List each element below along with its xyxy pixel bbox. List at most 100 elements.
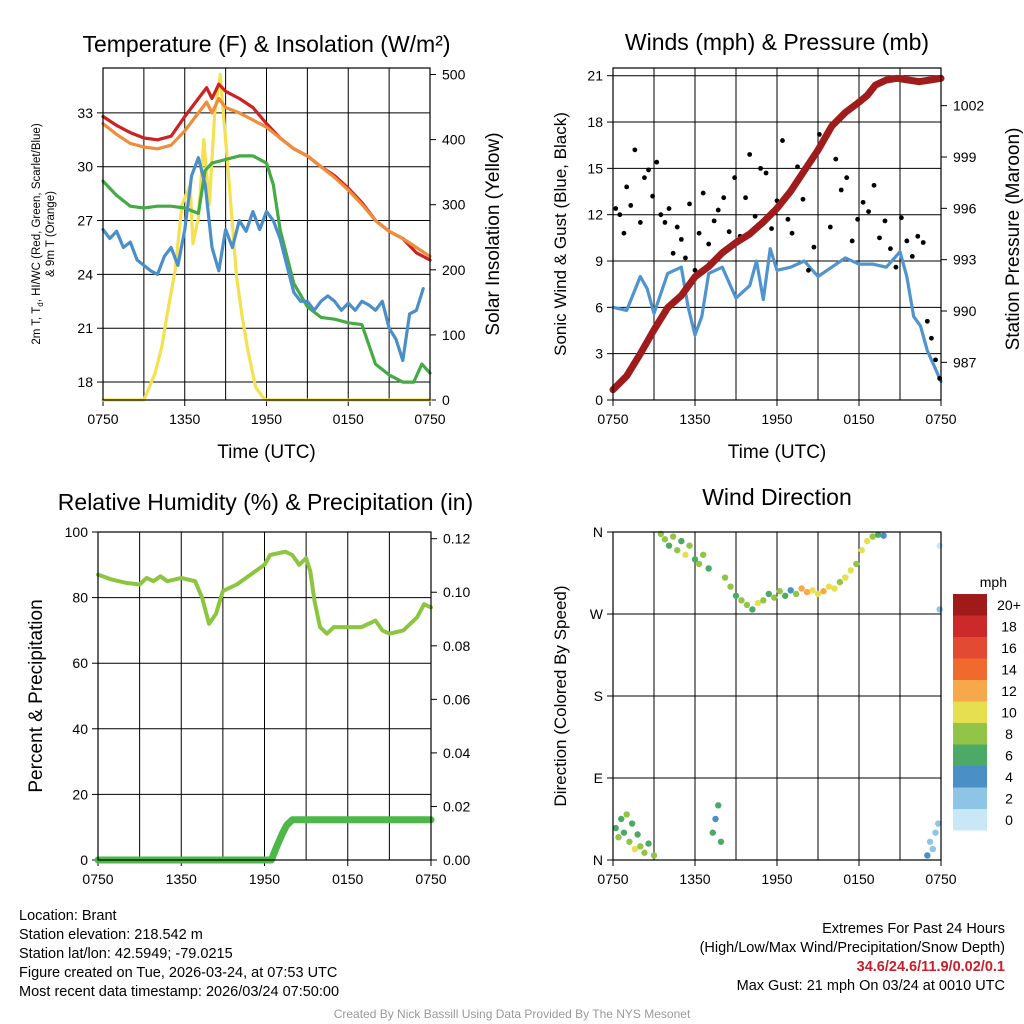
direction-point bbox=[645, 840, 652, 847]
winds-point-gust bbox=[732, 175, 738, 181]
direction-y-tick-label: E bbox=[594, 770, 603, 786]
direction-point bbox=[650, 852, 658, 859]
winds-point-gust bbox=[806, 267, 811, 273]
direction-point bbox=[717, 838, 725, 845]
temperature-y-axis-label: 2m T, Td, HI/WC (Red, Green, Scarlet/Blu… bbox=[31, 123, 45, 344]
winds-y-tick-label: 3 bbox=[595, 346, 603, 362]
winds-y2-tick-label: 999 bbox=[953, 149, 977, 165]
winds-x-tick-label: 0750 bbox=[925, 411, 956, 427]
winds-point-gust bbox=[800, 196, 806, 202]
direction-point bbox=[715, 802, 722, 809]
direction-point bbox=[932, 829, 939, 836]
direction-point bbox=[926, 838, 934, 845]
winds-point-gust bbox=[726, 229, 732, 235]
wind-y-axis-label: Sonic Wind & Gust (Blue, Black) bbox=[551, 112, 570, 356]
winds-series-sonic-wind bbox=[611, 247, 943, 384]
humidity-y2-tick-label: 0.00 bbox=[443, 852, 470, 868]
legend-swatch bbox=[953, 680, 987, 702]
winds-point-gust bbox=[833, 156, 839, 162]
temperature-y-tick-label: 21 bbox=[77, 320, 93, 336]
direction-point bbox=[803, 588, 811, 596]
direction-point bbox=[678, 537, 685, 545]
temperature-y2-tick-label: 200 bbox=[442, 262, 466, 278]
winds-point-gust bbox=[816, 132, 822, 137]
winds-point-gust bbox=[642, 175, 647, 181]
winds-y-tick-label: 18 bbox=[587, 114, 603, 130]
humidity-y-tick-label: 100 bbox=[65, 524, 89, 540]
winds-point-gust bbox=[624, 184, 630, 190]
direction-point bbox=[787, 587, 794, 594]
winds-x-tick-label: 0150 bbox=[843, 411, 874, 427]
temperature-title: Temperature (F) & Insolation (W/m²) bbox=[82, 31, 450, 57]
figure-created: Figure created on Tue, 2026-03-24, at 07… bbox=[19, 965, 338, 981]
legend-label: 0 bbox=[1005, 812, 1013, 828]
direction-x-tick-label: 0750 bbox=[925, 871, 956, 887]
temperature-frame bbox=[102, 67, 431, 401]
winds-y-tick-label: 6 bbox=[595, 299, 603, 315]
temperature-y-tick-label: 30 bbox=[77, 159, 93, 175]
direction-point bbox=[749, 606, 756, 613]
humidity-x-tick-label: 1950 bbox=[249, 871, 280, 887]
direction-point bbox=[618, 815, 625, 823]
direction-point bbox=[874, 531, 882, 538]
legend-swatch bbox=[953, 701, 987, 723]
temperature-series-2m-td bbox=[101, 154, 432, 384]
station-info: Location: Brant Station elevation: 218.5… bbox=[19, 907, 339, 1002]
winds-point-gust bbox=[827, 224, 833, 230]
legend-label: 8 bbox=[1005, 726, 1013, 742]
winds-x-tick-label: 0750 bbox=[597, 411, 628, 427]
direction-point bbox=[691, 556, 699, 563]
direction-point bbox=[665, 542, 673, 549]
winds-point-gust bbox=[758, 165, 763, 171]
temperature-x-tick-label: 0750 bbox=[87, 411, 118, 427]
legend-title: mph bbox=[980, 574, 1007, 590]
temperature-y2-tick-label: 500 bbox=[442, 67, 466, 83]
direction-x-tick-label: 0750 bbox=[597, 871, 628, 887]
humidity-y2-tick-label: 0.10 bbox=[443, 584, 470, 600]
humidity-y2-tick-label: 0.04 bbox=[443, 745, 470, 761]
winds-point-gust bbox=[860, 199, 866, 205]
legend-swatch bbox=[953, 766, 987, 788]
direction-point bbox=[712, 815, 719, 823]
credit-line: Created By Nick Bassill Using Data Provi… bbox=[333, 1007, 691, 1021]
winds-y2-tick-label: 1002 bbox=[953, 98, 984, 114]
direction-y-axis-label: Direction (Colored By Speed) bbox=[551, 585, 570, 806]
legend-swatch bbox=[953, 658, 987, 680]
winds-point-gust bbox=[715, 207, 721, 213]
temperature-y2-tick-label: 100 bbox=[442, 327, 466, 343]
legend-swatch bbox=[953, 744, 987, 766]
winds-frame bbox=[612, 67, 942, 401]
direction-point bbox=[842, 574, 849, 581]
direction-point bbox=[935, 820, 942, 827]
winds-point-gust bbox=[789, 230, 795, 236]
legend-label: 4 bbox=[1005, 769, 1013, 785]
temperature-x-tick-label: 1350 bbox=[169, 411, 200, 427]
winds-point-gust bbox=[670, 250, 676, 256]
temperature-y-tick-label: 18 bbox=[77, 374, 93, 390]
direction-point bbox=[682, 551, 689, 558]
direction-point bbox=[936, 542, 943, 549]
direction-x-tick-label: 1350 bbox=[679, 871, 710, 887]
direction-point bbox=[782, 592, 789, 599]
winds-point-gust bbox=[924, 318, 930, 324]
direction-point bbox=[626, 838, 633, 845]
winds-point-gust bbox=[898, 215, 904, 221]
winds-point-gust bbox=[747, 152, 753, 157]
extremes-box: Extremes For Past 24 Hours (High/Low/Max… bbox=[700, 920, 1005, 996]
direction-point bbox=[771, 594, 778, 601]
winds-point-gust bbox=[721, 195, 727, 201]
winds-y-tick-label: 15 bbox=[587, 160, 603, 176]
winds-point-gust bbox=[763, 170, 769, 176]
winds-point-gust bbox=[637, 220, 643, 225]
direction-point bbox=[669, 533, 677, 540]
direction-point bbox=[738, 597, 745, 604]
winds-point-gust bbox=[904, 238, 910, 244]
winds-point-gust bbox=[654, 159, 660, 165]
extremes-subtitle: (High/Low/Max Wind/Precipitation/Snow De… bbox=[699, 940, 1005, 956]
winds-x-tick-label: 1950 bbox=[761, 411, 792, 427]
direction-point bbox=[853, 560, 860, 568]
winds-point-gust bbox=[893, 264, 899, 270]
winds-point-gust bbox=[909, 253, 915, 259]
temperature-y2-axis-label: Solar Insolation (Yellow) bbox=[483, 132, 504, 335]
direction-point bbox=[765, 590, 772, 598]
